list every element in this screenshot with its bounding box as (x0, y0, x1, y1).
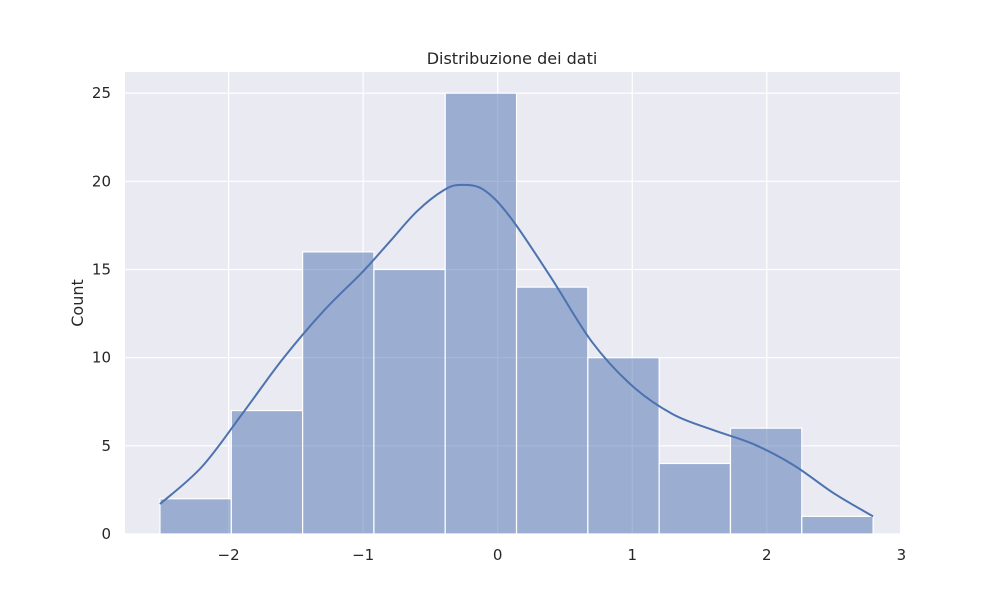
histogram-bar-3 (373, 268, 446, 535)
y-tick-label-2: 10 (92, 349, 111, 367)
y-tick-label-1: 5 (101, 437, 111, 455)
x-tick-label-5: 3 (897, 546, 907, 564)
histogram-bar-4 (444, 92, 518, 535)
y-tick-label-5: 25 (92, 84, 111, 102)
kde-curve-group (159, 183, 874, 518)
y-tick-label-4: 20 (92, 172, 111, 190)
kde-line (159, 183, 874, 518)
x-tick-label-1: −1 (352, 546, 374, 564)
x-tick-label-3: 1 (627, 546, 637, 564)
y-tick-label-3: 15 (92, 260, 111, 278)
histogram-bar-1 (230, 409, 304, 535)
histogram-bar-7 (658, 462, 732, 535)
x-tick-label-4: 2 (762, 546, 772, 564)
x-tick-label-2: 0 (493, 546, 503, 564)
histogram-bars (159, 92, 874, 535)
histogram-bar-6 (587, 357, 660, 535)
histogram-bar-9 (801, 515, 874, 535)
y-tick-label-0: 0 (101, 525, 111, 543)
histogram-bar-8 (729, 427, 803, 535)
y-axis-ticks: 0 5 10 15 20 25 (92, 84, 111, 543)
x-tick-label-0: −2 (218, 546, 240, 564)
y-axis-title: Count (68, 279, 87, 327)
histogram-bar-2 (302, 251, 375, 535)
histogram-bar-5 (515, 286, 589, 535)
x-axis-ticks: −2 −1 0 1 2 3 (218, 546, 907, 564)
histogram-bar-0 (159, 498, 232, 535)
chart-title: Distribuzione dei dati (427, 49, 598, 68)
